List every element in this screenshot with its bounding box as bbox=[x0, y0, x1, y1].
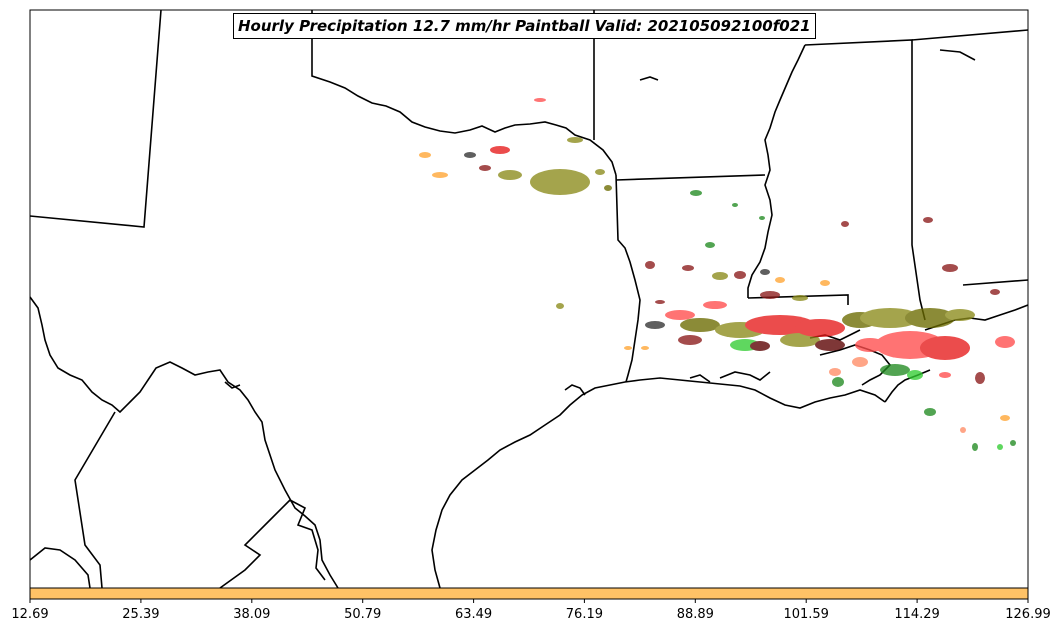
precip-blob bbox=[645, 321, 665, 329]
precip-blob bbox=[682, 265, 694, 271]
precip-blob bbox=[705, 242, 715, 248]
precip-blob bbox=[795, 319, 845, 337]
precip-blob bbox=[995, 336, 1015, 348]
precip-blob bbox=[712, 272, 728, 280]
precip-blob bbox=[760, 291, 780, 299]
precip-blob bbox=[815, 339, 845, 351]
map-title: Hourly Precipitation 12.7 mm/hr Paintbal… bbox=[233, 13, 816, 39]
colorbar-ticks bbox=[29, 599, 1029, 603]
precip-blob bbox=[760, 269, 770, 275]
colorbar bbox=[29, 587, 1029, 600]
precip-blob bbox=[530, 169, 590, 195]
precip-blob bbox=[604, 185, 612, 191]
precip-blob bbox=[975, 372, 985, 384]
precip-blob bbox=[997, 444, 1003, 450]
colorbar-tick-label: 63.49 bbox=[454, 607, 493, 622]
precip-blob bbox=[419, 152, 431, 158]
precip-blob bbox=[905, 308, 955, 328]
map-frame bbox=[29, 9, 1029, 589]
precip-blob bbox=[860, 308, 920, 328]
precip-blob bbox=[780, 333, 820, 347]
precip-blob bbox=[534, 98, 546, 102]
precip-blob bbox=[829, 368, 841, 376]
colorbar-tick-label: 50.79 bbox=[344, 607, 382, 622]
precip-blob bbox=[655, 300, 665, 304]
precip-blob bbox=[820, 280, 830, 286]
precip-blob bbox=[1010, 440, 1016, 446]
precip-blob bbox=[680, 318, 720, 332]
precip-blob bbox=[832, 377, 844, 387]
precip-blob bbox=[1000, 415, 1010, 421]
precip-blob bbox=[556, 303, 564, 309]
precip-blob bbox=[990, 289, 1000, 295]
precip-blob bbox=[924, 408, 936, 416]
colorbar-tick-label: 114.29 bbox=[894, 607, 940, 622]
precip-blob bbox=[792, 295, 808, 301]
precip-blob bbox=[641, 346, 649, 350]
precip-blob bbox=[920, 336, 970, 360]
precip-blob bbox=[775, 277, 785, 283]
precip-blob bbox=[759, 216, 765, 220]
precip-blob bbox=[645, 261, 655, 269]
precipitation-paintballs bbox=[419, 98, 1016, 451]
precip-blob bbox=[490, 146, 510, 154]
precip-blob bbox=[750, 341, 770, 351]
precip-blob bbox=[939, 372, 951, 378]
precip-blob bbox=[855, 338, 885, 352]
colorbar-tick-label: 12.69 bbox=[11, 607, 49, 622]
colorbar-tick-label: 25.39 bbox=[122, 607, 160, 622]
precip-blob bbox=[880, 364, 910, 376]
state-boundaries bbox=[29, 9, 1029, 589]
precip-blob bbox=[923, 217, 933, 223]
precip-blob bbox=[678, 335, 702, 345]
precip-blob bbox=[665, 310, 695, 320]
precip-blob bbox=[432, 172, 448, 178]
precip-blob bbox=[624, 346, 632, 350]
precip-blob bbox=[479, 165, 491, 171]
colorbar-tick-label: 126.99 bbox=[1005, 607, 1051, 622]
precip-blob bbox=[945, 309, 975, 321]
precip-blob bbox=[567, 137, 583, 143]
precip-blob bbox=[595, 169, 605, 175]
colorbar-tick-label: 101.59 bbox=[783, 607, 829, 622]
precip-blob bbox=[690, 190, 702, 196]
precip-blob bbox=[942, 264, 958, 272]
precip-blob bbox=[972, 443, 978, 451]
colorbar-tick-label: 88.89 bbox=[676, 607, 714, 622]
precip-blob bbox=[464, 152, 476, 158]
precip-blob bbox=[841, 221, 849, 227]
precip-blob bbox=[907, 370, 923, 380]
colorbar-tick-label: 76.19 bbox=[565, 607, 603, 622]
colorbar-tick-label: 38.09 bbox=[233, 607, 271, 622]
precip-blob bbox=[734, 271, 746, 279]
precip-blob bbox=[703, 301, 727, 309]
precip-blob bbox=[960, 427, 966, 433]
precip-blob bbox=[732, 203, 738, 207]
precip-blob bbox=[498, 170, 522, 180]
precip-blob bbox=[852, 357, 868, 367]
